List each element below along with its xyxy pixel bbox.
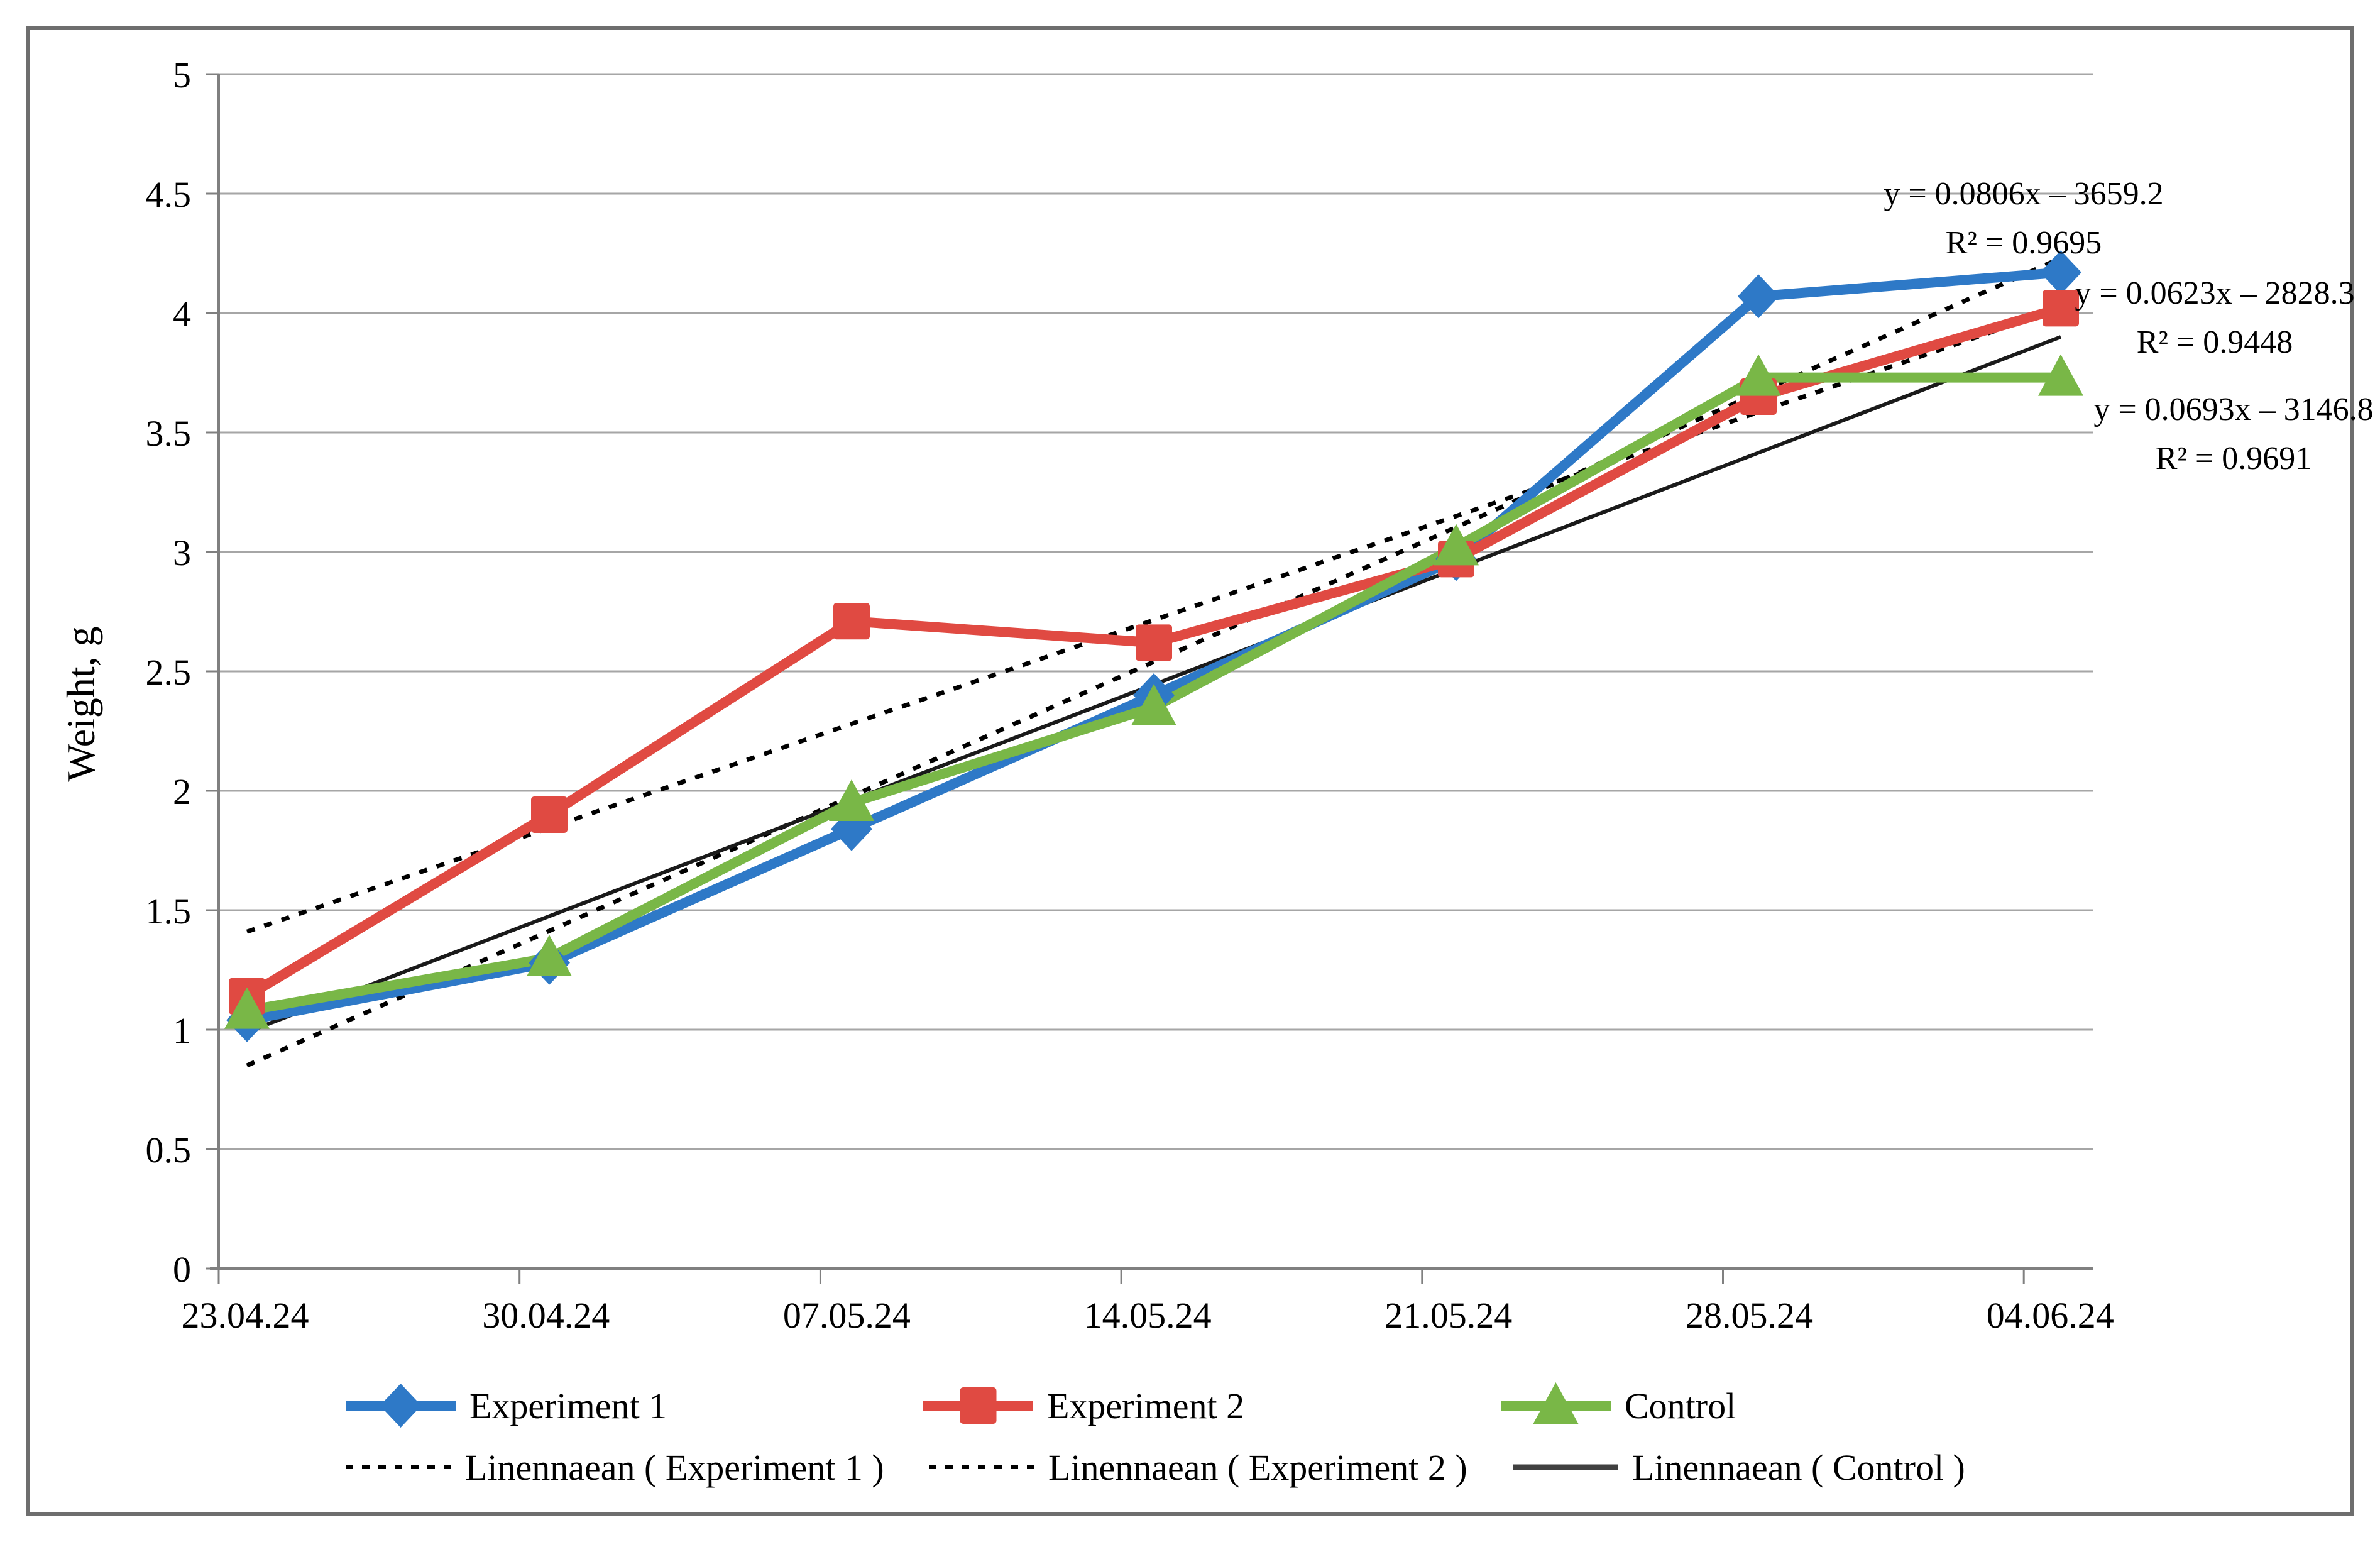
y-tick-label: 0 [173,1249,191,1290]
x-tick-label-21-05-24: 21.05.24 [1385,1295,1512,1336]
x-tick-label-14-05-24: 14.05.24 [1084,1295,1212,1336]
r-squared-control: R² = 0.9691 [2156,441,2312,476]
y-tick-label: 1.5 [146,891,192,932]
data-point-experiment-1-5 [1738,274,1779,319]
equation-experiment-1: y = 0.0806x – 3659.2 [1884,176,2163,212]
data-point-control-0 [224,987,270,1029]
y-tick-label: 2 [173,771,191,812]
y-tick-label: 2.5 [146,652,192,693]
x-tick-label-30-04-24: 30.04.24 [482,1295,610,1336]
data-point-control-6 [2038,354,2083,396]
legend-marker-experiment-2 [960,1387,997,1424]
chart-legend: Experiment 1 Experiment 2 Control Linennaea… [346,1382,1965,1488]
data-point-control-3 [1131,684,1176,725]
data-point-experiment-2-3 [1136,624,1172,661]
legend-marker-control [1533,1382,1579,1424]
data-point-control-2 [829,779,874,821]
legend-label-experiment-2: Experiment 2 [1047,1385,1244,1426]
legend-trendline-label-experiment-2: Linennaean ( Experiment 2 ) [1048,1447,1467,1488]
y-tick-label: 1 [173,1010,191,1051]
trendline-experiment-1 [246,256,2062,1068]
legend-trendline-label-experiment-1: Linennaean ( Experiment 1 ) [465,1447,884,1488]
x-tick-label-28-05-24: 28.05.24 [1686,1295,1813,1336]
legend-trendline-label-control: Linennaean ( Control ) [1632,1447,1965,1488]
data-point-experiment-1-6 [2040,250,2081,295]
r-squared-experiment-2: R² = 0.9448 [2137,324,2293,360]
legend-label-control: Control [1625,1385,1736,1426]
x-tick-label-07-05-24: 07.05.24 [783,1295,911,1336]
equation-control: y = 0.0693x – 3146.8 [2093,392,2373,427]
y-tick-label: 0.5 [146,1130,192,1170]
legend-marker-experiment-1 [380,1384,422,1428]
y-tick-label: 5 [173,55,191,96]
legend-label-experiment-1: Experiment 1 [469,1385,667,1426]
y-axis-title: Weight, g [58,626,103,781]
y-tick-label: 3 [173,532,191,573]
data-point-experiment-2-2 [833,603,870,640]
data-point-control-1 [527,935,572,976]
x-tick-label-04-06-24: 04.06.24 [1987,1295,2114,1336]
y-tick-label: 4 [173,294,191,334]
r-squared-experiment-1: R² = 0.9695 [1946,225,2102,261]
y-tick-label: 4.5 [146,174,192,215]
data-point-control-4 [1434,524,1479,566]
data-point-experiment-2-6 [2043,290,2079,327]
data-point-control-5 [1736,354,1781,396]
x-tick-label-23-04-24: 23.04.24 [182,1295,309,1336]
equation-experiment-2: y = 0.0623x – 2828.3 [2075,275,2354,311]
y-tick-label: 3.5 [146,413,192,454]
data-point-experiment-2-1 [531,796,568,833]
plot-area: 0 0.5 1 1.5 2 2.5 3 3.5 4 4.5 5 23.04.24 30.04.24 07.… [146,55,2374,1336]
